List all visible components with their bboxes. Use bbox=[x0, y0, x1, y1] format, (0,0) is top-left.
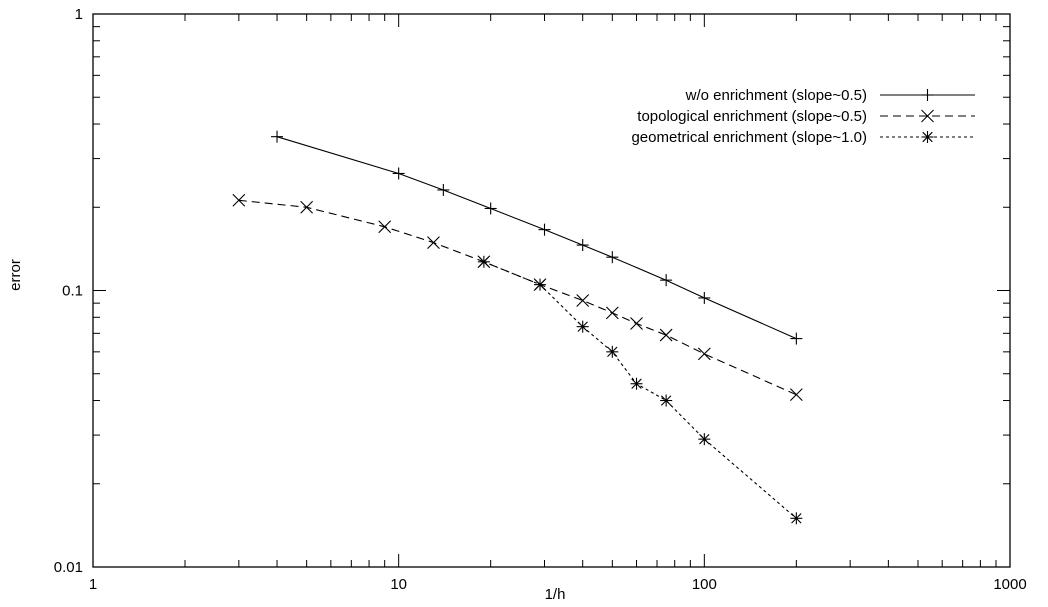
data-point bbox=[576, 320, 589, 333]
axis-tick-labels: 1 10 100 1000 0.01 0.1 1 bbox=[54, 6, 1027, 593]
y-tick-label: 1 bbox=[75, 6, 83, 23]
data-point bbox=[660, 394, 673, 407]
data-point bbox=[659, 328, 673, 342]
x-tick-label: 100 bbox=[692, 576, 717, 593]
legend-entry: w/o enrichment (slope~0.5) bbox=[685, 87, 975, 104]
data-point bbox=[697, 347, 711, 361]
data-point bbox=[576, 239, 589, 252]
data-point bbox=[630, 377, 643, 390]
series-line bbox=[238, 199, 797, 396]
data-point bbox=[606, 251, 619, 264]
series-1 bbox=[271, 130, 803, 345]
data-point bbox=[232, 193, 246, 207]
data-point bbox=[427, 236, 440, 250]
series-line bbox=[276, 136, 797, 340]
legend-entry: geometrical enrichment (slope~1.0) bbox=[631, 129, 975, 146]
axis-ticks bbox=[92, 13, 1011, 568]
data-point bbox=[605, 306, 619, 320]
data-point bbox=[789, 388, 803, 402]
legend-label: topological enrichment (slope~0.5) bbox=[637, 108, 867, 125]
x-tick-label: 10 bbox=[390, 576, 407, 593]
data-point bbox=[477, 255, 490, 268]
data-point bbox=[698, 433, 711, 446]
legend-marker bbox=[921, 89, 934, 101]
data-point bbox=[660, 274, 673, 287]
plot-frame bbox=[92, 13, 1011, 568]
series-2 bbox=[232, 193, 803, 402]
data-point bbox=[790, 512, 803, 525]
data-point bbox=[392, 167, 405, 180]
x-axis-label: 1/h bbox=[545, 586, 566, 603]
legend: w/o enrichment (slope~0.5) topological en… bbox=[631, 87, 975, 146]
data-point bbox=[534, 278, 547, 291]
data-point bbox=[630, 317, 643, 330]
data-point bbox=[300, 200, 314, 214]
x-tick-label: 1 bbox=[89, 576, 97, 593]
data-point bbox=[538, 223, 551, 236]
data-point bbox=[698, 291, 711, 304]
data-point bbox=[606, 345, 619, 358]
data-point bbox=[271, 130, 284, 143]
data-point bbox=[437, 183, 450, 196]
series-3 bbox=[477, 255, 803, 525]
series-layer bbox=[232, 130, 803, 525]
y-axis-label: error bbox=[7, 259, 24, 291]
legend-marker bbox=[921, 109, 934, 123]
legend-label: w/o enrichment (slope~0.5) bbox=[685, 87, 867, 104]
x-tick-label: 1000 bbox=[993, 576, 1026, 593]
data-point bbox=[790, 332, 803, 345]
series-line bbox=[483, 261, 797, 519]
legend-marker bbox=[921, 131, 934, 143]
y-tick-label: 0.01 bbox=[54, 559, 83, 576]
data-point bbox=[576, 294, 590, 307]
data-point bbox=[484, 202, 497, 215]
legend-entry: topological enrichment (slope~0.5) bbox=[637, 108, 975, 125]
legend-label: geometrical enrichment (slope~1.0) bbox=[631, 129, 867, 146]
data-point bbox=[378, 220, 392, 234]
y-tick-label: 0.1 bbox=[62, 283, 83, 300]
plot-border bbox=[92, 13, 1011, 568]
